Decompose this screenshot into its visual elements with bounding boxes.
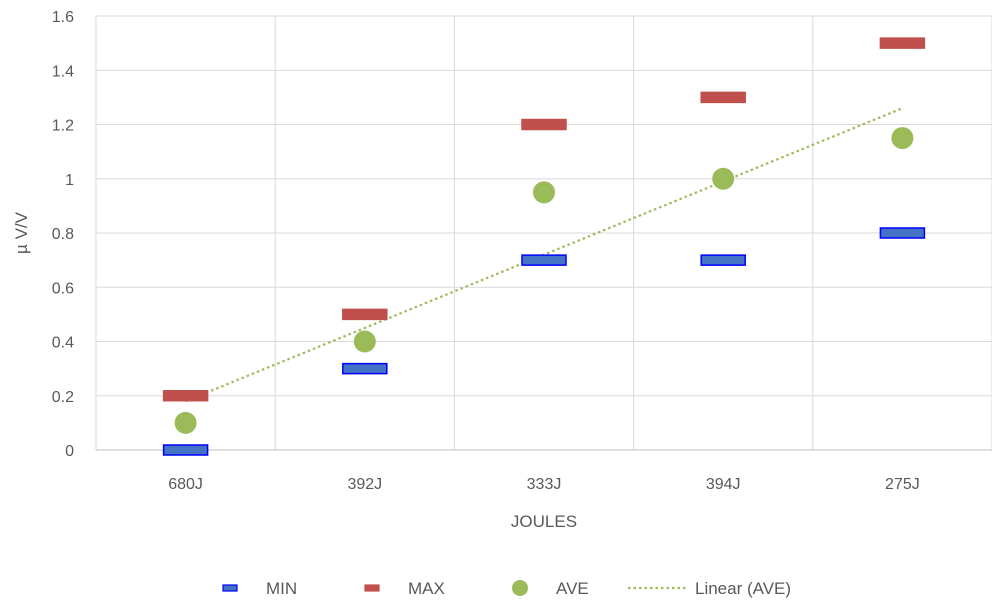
y-axis-title: µ V/V: [12, 211, 31, 254]
ave-point-392J: [353, 330, 376, 353]
x-tick-label: 392J: [347, 476, 382, 493]
y-tick-label: 0.2: [52, 389, 74, 406]
min-point-275J: [879, 227, 926, 239]
min-point-394J: [700, 254, 746, 266]
y-tick-label: 1.2: [52, 118, 74, 135]
y-tick-label: 0.8: [52, 226, 74, 243]
ave-point-333J: [533, 181, 555, 204]
max-point-333J: [521, 118, 567, 131]
y-tick-label: 0.6: [52, 280, 74, 297]
x-tick-label: 394J: [706, 476, 741, 493]
x-axis-tick-labels: 680J 392J 333J 394J 275J: [168, 476, 920, 493]
max-point-392J: [342, 308, 388, 321]
min-point-392J: [342, 362, 388, 375]
data-marks: [162, 37, 926, 456]
y-tick-label: 0: [65, 443, 74, 460]
max-point-680J: [162, 390, 209, 402]
x-tick-label: 275J: [885, 476, 920, 493]
legend-label: MAX: [408, 579, 445, 598]
min-point-333J: [521, 254, 567, 266]
legend-label: MIN: [266, 579, 297, 598]
y-axis-tick-labels: 0 0.2 0.4 0.6 0.8 1 1.2 1.4 1.6: [52, 9, 74, 460]
max-point-394J: [700, 91, 746, 104]
ave-point-275J: [891, 127, 914, 150]
ave-point-394J: [712, 167, 735, 190]
max-point-275J: [879, 37, 926, 49]
min-point-680J: [162, 444, 209, 456]
y-tick-label: 0.4: [52, 335, 74, 352]
legend-marker-max: [364, 584, 380, 592]
legend-label: AVE: [556, 579, 589, 598]
x-tick-label: 333J: [527, 476, 562, 493]
legend-marker-min: [222, 584, 238, 592]
y-tick-label: 1.4: [52, 63, 74, 80]
y-tick-label: 1: [65, 172, 74, 189]
ave-point-680J: [174, 411, 197, 434]
legend-label: Linear (AVE): [695, 579, 791, 598]
legend: MIN MAX AVE Linear (AVE): [222, 579, 791, 598]
legend-marker-ave: [512, 580, 528, 596]
y-tick-label: 1.6: [52, 9, 74, 26]
x-axis-title: JOULES: [511, 512, 577, 531]
x-tick-label: 680J: [168, 476, 203, 493]
grid-lines: [95, 15, 992, 451]
